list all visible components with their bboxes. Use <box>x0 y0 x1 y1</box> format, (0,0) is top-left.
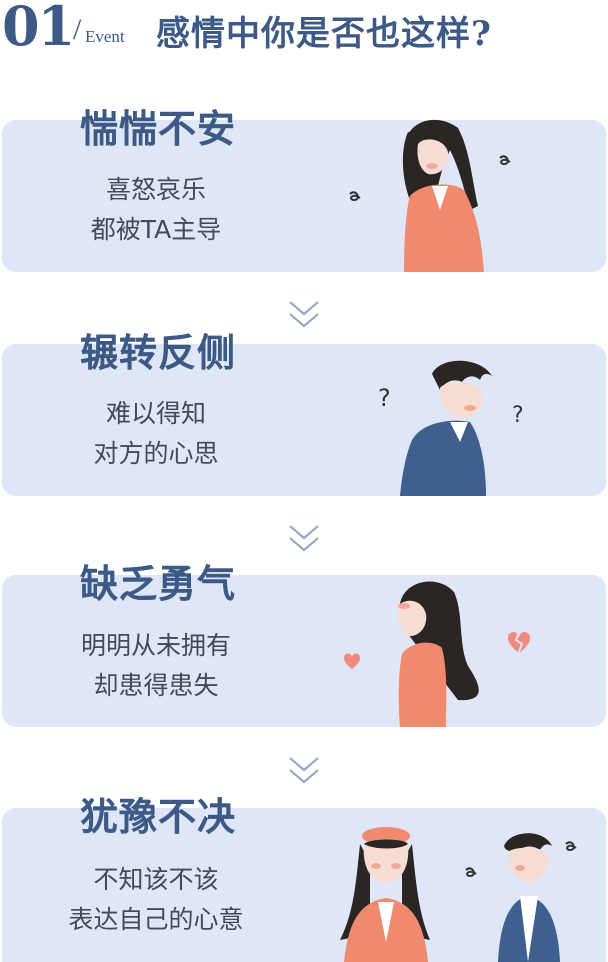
section-number: 01 <box>2 0 75 58</box>
section-slash: / <box>73 13 82 46</box>
card-line-uneasy-1: 喜怒哀乐 <box>105 175 206 204</box>
card-title-tossing: 辗转反侧 <box>80 330 237 375</box>
card-line-no-courage-1: 明明从未拥有 <box>80 631 231 660</box>
card-line-hesitant-2: 表达自己的心意 <box>68 905 244 934</box>
illustration-boy-confused: ? ? <box>378 360 524 496</box>
chevron-down-icon <box>289 757 319 784</box>
card-uneasy <box>2 120 606 272</box>
illustration-couple <box>340 827 577 962</box>
card-title-hesitant: 犹豫不决 <box>80 794 237 839</box>
section-event-label: Event <box>85 27 125 46</box>
page-title: 感情中你是否也这样? <box>156 14 492 54</box>
card-line-hesitant-1: 不知该不该 <box>93 865 219 894</box>
card-line-tossing-1: 难以得知 <box>105 399 206 428</box>
card-tossing <box>2 344 606 496</box>
card-no-courage <box>2 575 606 727</box>
illustration-girl-heartbroken <box>344 581 530 727</box>
chevron-down-icon <box>289 301 319 328</box>
illustration-girl-sad <box>349 119 511 272</box>
card-title-no-courage: 缺乏勇气 <box>80 561 237 606</box>
card-line-uneasy-2: 都被TA主导 <box>90 215 222 244</box>
card-title-uneasy: 惴惴不安 <box>80 106 237 151</box>
page-header: 01 / Event 感情中你是否也这样? <box>0 0 608 60</box>
question-mark-1: ? <box>378 384 391 412</box>
card-line-no-courage-2: 却患得患失 <box>93 671 219 700</box>
card-line-tossing-2: 对方的心思 <box>93 439 219 468</box>
question-mark-2: ? <box>512 403 524 428</box>
chevron-down-icon <box>289 525 319 552</box>
